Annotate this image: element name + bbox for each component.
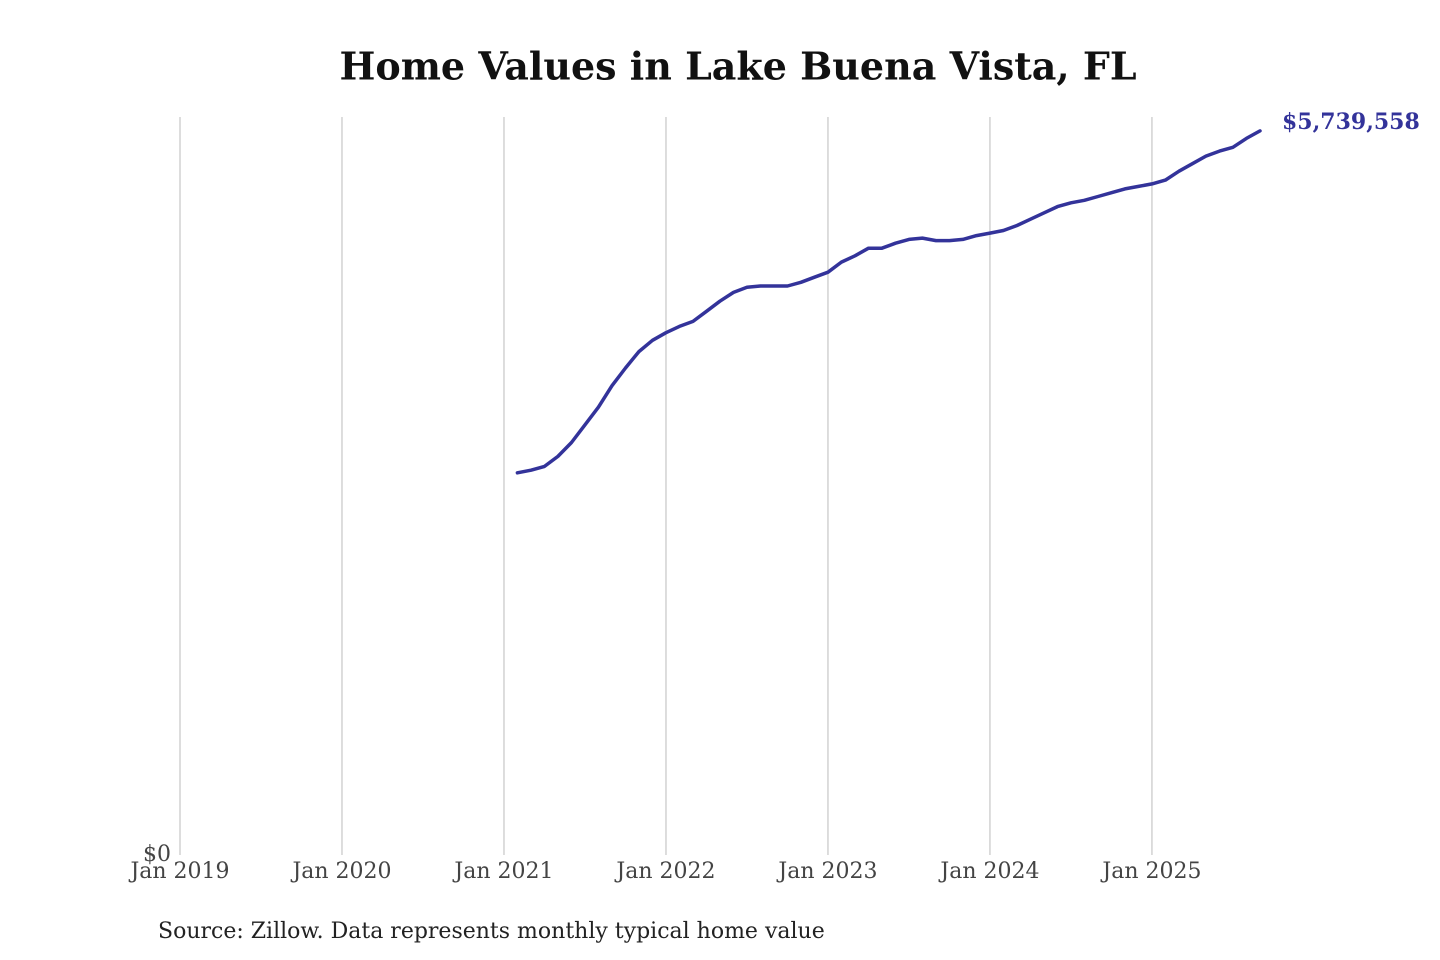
x-tick-label: Jan 2023 bbox=[776, 859, 877, 884]
x-tick-label: Jan 2022 bbox=[614, 859, 715, 884]
value-label: $5,739,558 bbox=[1282, 109, 1420, 135]
x-tick-label: Jan 2019 bbox=[128, 859, 229, 884]
x-tick-label: Jan 2024 bbox=[938, 859, 1039, 884]
y-tick-label: $0 bbox=[143, 842, 171, 867]
source-note: Source: Zillow. Data represents monthly … bbox=[158, 919, 825, 944]
chart-title: Home Values in Lake Buena Vista, FL bbox=[339, 44, 1136, 89]
x-tick-label: Jan 2021 bbox=[452, 859, 553, 884]
x-tick-label: Jan 2025 bbox=[1100, 859, 1201, 884]
x-tick-label: Jan 2020 bbox=[290, 859, 391, 884]
line bbox=[515, 129, 1262, 475]
